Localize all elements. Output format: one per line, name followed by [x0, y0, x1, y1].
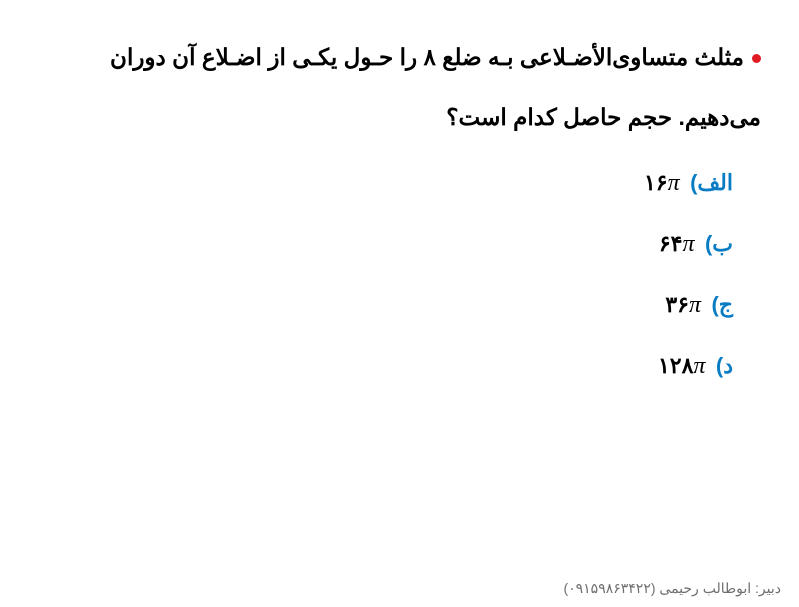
question-block: مثلث متساوی‌الأضـلاعی بـه ضلع ۸ را حـول …: [38, 28, 761, 148]
option-c: ج) ۳۶π: [38, 292, 733, 319]
question-text-line2: می‌دهیم. حجم حاصل کدام است؟: [446, 104, 761, 130]
option-label: د): [716, 353, 733, 378]
question-text-line1: مثلث متساوی‌الأضـلاعی بـه ضلع ۸ را حـول …: [110, 44, 744, 70]
option-number: ۶۴: [659, 231, 683, 256]
question-line-2: می‌دهیم. حجم حاصل کدام است؟: [38, 88, 761, 148]
pi-symbol: π: [682, 231, 694, 257]
option-number: ۱۶: [644, 170, 668, 195]
pi-symbol: π: [689, 292, 701, 318]
footer: دبیر: ابوطالب رحیمی (۰۹۱۵۹۸۶۳۴۲۲): [563, 580, 781, 597]
pi-symbol: π: [693, 353, 705, 379]
options-list: الف) ۱۶π ب) ۶۴π ج) ۳۶π د) ۱۲۸π: [38, 170, 761, 380]
option-value: ۶۴π: [659, 231, 695, 256]
bullet-icon: [752, 54, 761, 63]
option-b: ب) ۶۴π: [38, 231, 733, 258]
option-d: د) ۱۲۸π: [38, 353, 733, 380]
option-number: ۳۶: [665, 292, 689, 317]
teacher-phone: (۰۹۱۵۹۸۶۳۴۲۲): [563, 580, 655, 596]
option-value: ۳۶π: [665, 292, 701, 317]
page: مثلث متساوی‌الأضـلاعی بـه ضلع ۸ را حـول …: [0, 0, 799, 607]
option-label: ج): [711, 292, 733, 317]
option-number: ۱۲۸: [658, 353, 693, 378]
pi-symbol: π: [668, 170, 680, 196]
teacher-label: دبیر: ابوطالب رحیمی: [659, 580, 781, 596]
option-label: ب): [705, 231, 733, 256]
option-a: الف) ۱۶π: [38, 170, 733, 197]
question-line-1: مثلث متساوی‌الأضـلاعی بـه ضلع ۸ را حـول …: [38, 28, 761, 88]
option-value: ۱۲۸π: [658, 353, 705, 378]
option-value: ۱۶π: [644, 170, 680, 195]
option-label: الف): [690, 170, 733, 195]
